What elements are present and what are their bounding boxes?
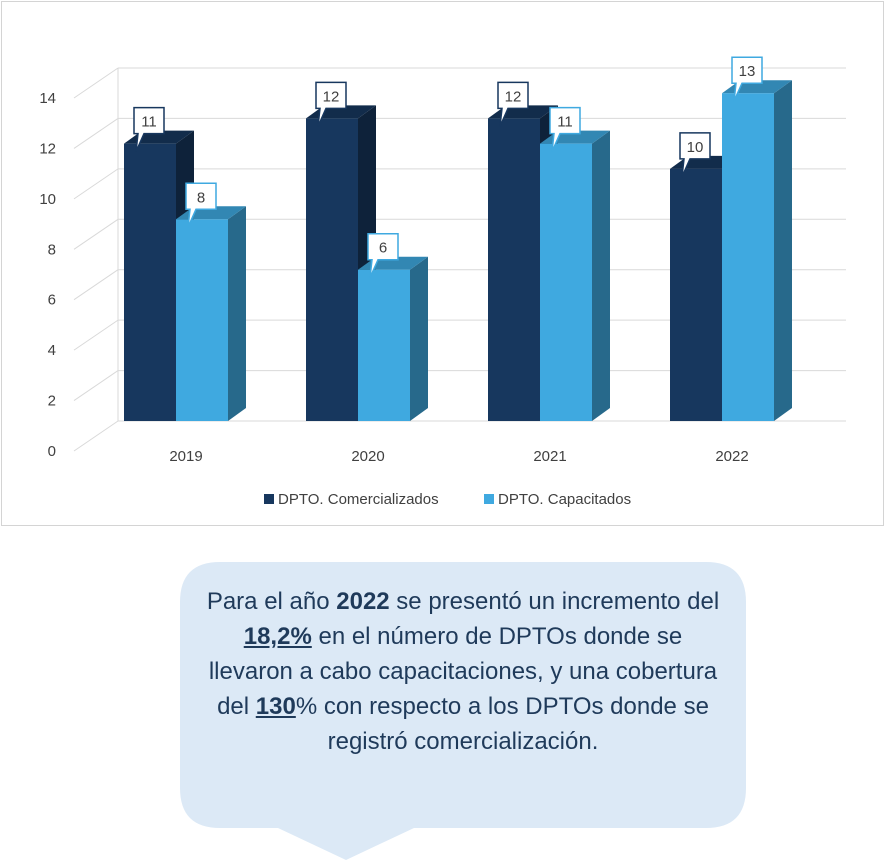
x-category-label: 2020 [351,448,384,465]
y-tick-label: 12 [39,140,56,157]
grid-diagonal [73,118,119,149]
callout-text-part-2: se presentó un incremento del [389,588,720,615]
data-labels: 11 8 12 6 12 11 10 13 [133,56,763,279]
callout-shape [180,562,746,860]
grid-diagonal [73,269,119,301]
grid-diagonal [73,168,119,200]
data-label-box [497,81,529,127]
y-tick-label: 6 [48,292,56,309]
data-label: 11 [557,114,573,131]
callout-coverage-value: 130 [255,693,296,720]
chart-frame: 0 2 4 6 8 10 12 14 2019 2020 2021 2022 11 8 12 6 12 11 1… [1,1,884,526]
y-tick-label: 8 [48,241,56,258]
data-label: 10 [687,139,704,156]
y-tick-label: 4 [48,342,56,359]
callout-year: 2022 [336,588,390,615]
data-label: 12 [505,88,522,105]
callout-text-part-4: % con respecto a los DPTOs donde se regi… [295,693,709,755]
data-label-box [315,81,347,127]
grid-diagonal [73,218,119,250]
x-axis-categories: 2019 2020 2021 2022 [169,448,748,465]
grid-diagonal [73,420,119,452]
callout-increase-percent: 18,2% [243,623,312,650]
data-label: 11 [141,114,157,131]
y-axis-ticks: 0 2 4 6 8 10 12 14 [39,90,56,460]
bar-side [410,256,428,421]
bar [306,118,358,421]
bar [176,219,228,421]
legend-label: DPTO. Comercializados [278,491,439,508]
legend-label: DPTO. Capacitados [498,491,631,508]
bar [540,143,592,421]
data-label: 13 [739,63,756,80]
legend: DPTO. Comercializados DPTO. Capacitados [264,491,631,508]
data-label-box [133,106,165,152]
bar [488,118,540,421]
bar [670,168,722,421]
callout-text-part-1: Para el año [206,588,337,615]
data-label-box [731,56,763,102]
data-label-box [549,106,581,152]
legend-swatch [264,494,274,504]
grid-diagonal [73,370,119,401]
y-tick-label: 0 [48,443,56,460]
data-label: 8 [197,189,205,206]
data-label: 6 [379,240,387,257]
grid-diagonal [73,67,119,99]
y-tick-label: 2 [48,393,56,410]
bar [722,93,774,421]
bar-side [228,206,246,421]
y-tick-label: 10 [39,191,56,208]
data-label-box [367,232,399,279]
bar [358,269,410,421]
bar-side [592,130,610,421]
bar [124,143,176,421]
y-tick-label: 14 [39,90,56,107]
x-category-label: 2022 [715,448,748,465]
legend-swatch [484,494,494,504]
callout-text: Para el año 2022 se presentó un incremen… [200,584,726,759]
bar-side [774,80,792,421]
data-label-box [679,132,711,178]
grid-diagonal [73,319,119,351]
callout-text-part-3: en el número de DPTOs donde se llevaron … [208,623,718,720]
x-category-label: 2021 [533,448,566,465]
x-category-label: 2019 [169,448,202,465]
data-label-box [185,182,217,228]
data-label: 12 [323,88,340,105]
